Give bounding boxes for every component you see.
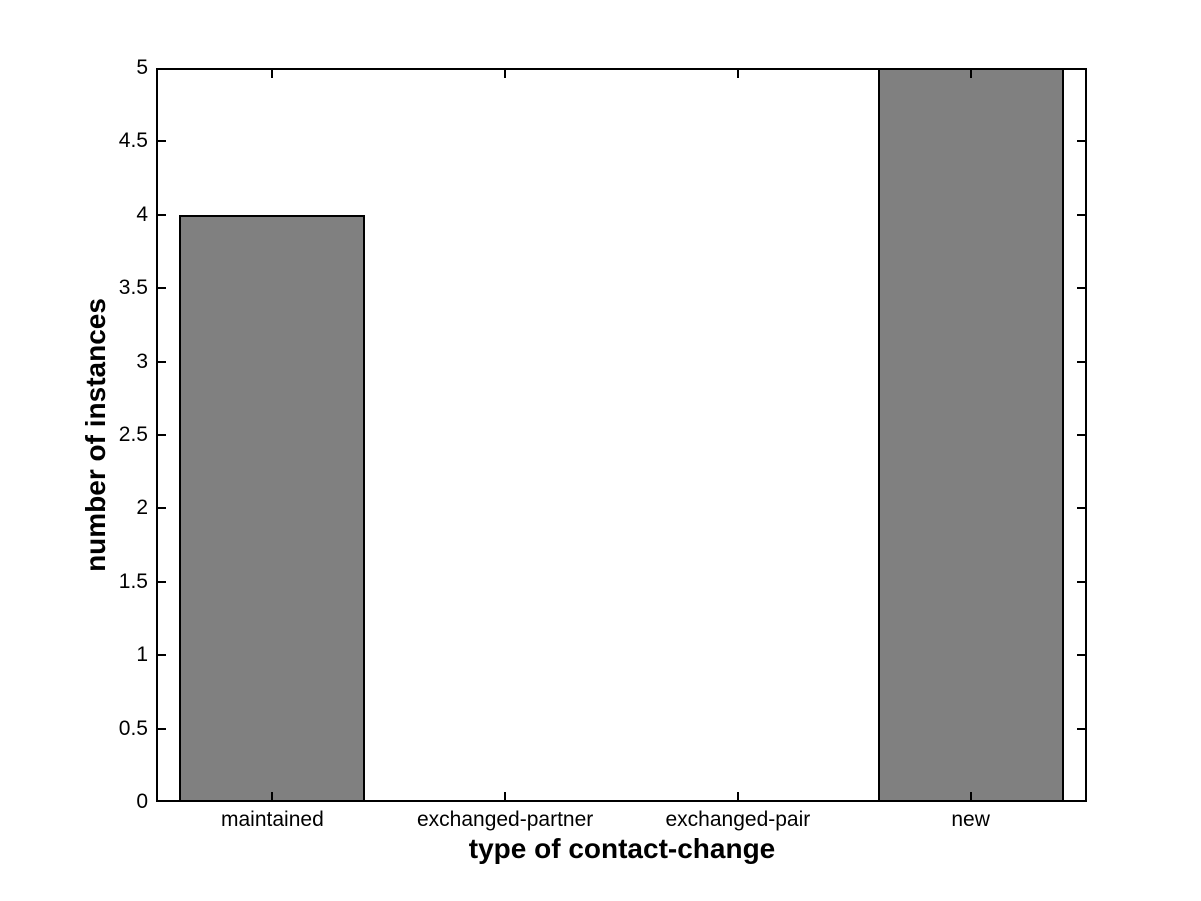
- x-tick-top: [736, 70, 739, 78]
- y-tick-right: [1077, 801, 1085, 802]
- y-tick-left: [158, 68, 166, 70]
- x-tick-bottom: [736, 792, 739, 800]
- y-tick-label: 2.5: [118, 423, 148, 446]
- y-tick-left: [158, 140, 166, 143]
- y-tick-label: 3: [136, 349, 148, 373]
- x-tick-label-exchanged-partner: exchanged-partner: [416, 808, 594, 831]
- x-tick-label-exchanged-pair: exchanged-pair: [665, 808, 811, 831]
- y-tick-left: [158, 213, 166, 216]
- x-tick-top: [271, 70, 274, 78]
- y-tick-right: [1077, 434, 1085, 436]
- y-tick-left: [158, 580, 166, 583]
- y-tick-left: [158, 434, 166, 436]
- x-tick-bottom: [271, 792, 274, 800]
- x-tick-top: [504, 70, 507, 78]
- y-tick-label: 2: [136, 496, 148, 520]
- y-tick-label: 0.5: [118, 716, 148, 740]
- x-tick-label-new: new: [951, 808, 990, 831]
- x-tick-bottom: [504, 792, 507, 800]
- y-tick-right: [1077, 654, 1085, 657]
- x-axis-label: type of contact-change: [468, 833, 776, 864]
- y-tick-left: [158, 654, 166, 657]
- y-tick-label: 4: [136, 202, 148, 226]
- y-tick-right: [1077, 140, 1085, 143]
- y-tick-label: 1: [136, 643, 148, 667]
- x-tick-label-maintained: maintained: [221, 808, 324, 831]
- y-tick-right: [1077, 213, 1085, 216]
- y-tick-label: 4.5: [118, 129, 148, 153]
- x-tick-bottom: [969, 792, 972, 800]
- y-tick-right: [1077, 360, 1085, 363]
- y-tick-right: [1077, 68, 1085, 70]
- y-tick-left: [158, 801, 166, 802]
- y-tick-right: [1077, 727, 1085, 730]
- y-tick-label: 1.5: [118, 569, 148, 593]
- y-tick-right: [1077, 507, 1085, 510]
- y-tick-right: [1077, 287, 1085, 290]
- y-tick-left: [158, 360, 166, 363]
- x-tick-top: [969, 70, 972, 78]
- y-tick-left: [158, 507, 166, 510]
- y-tick-right: [1077, 580, 1085, 583]
- bar-maintained: [179, 214, 366, 802]
- y-tick-label: 0: [136, 790, 148, 813]
- y-tick-label: 3.5: [118, 276, 148, 300]
- y-tick-left: [158, 287, 166, 290]
- bar-new: [877, 68, 1064, 802]
- plot-area: [156, 68, 1087, 802]
- y-tick-label: 5: [136, 56, 148, 79]
- y-tick-left: [158, 727, 166, 730]
